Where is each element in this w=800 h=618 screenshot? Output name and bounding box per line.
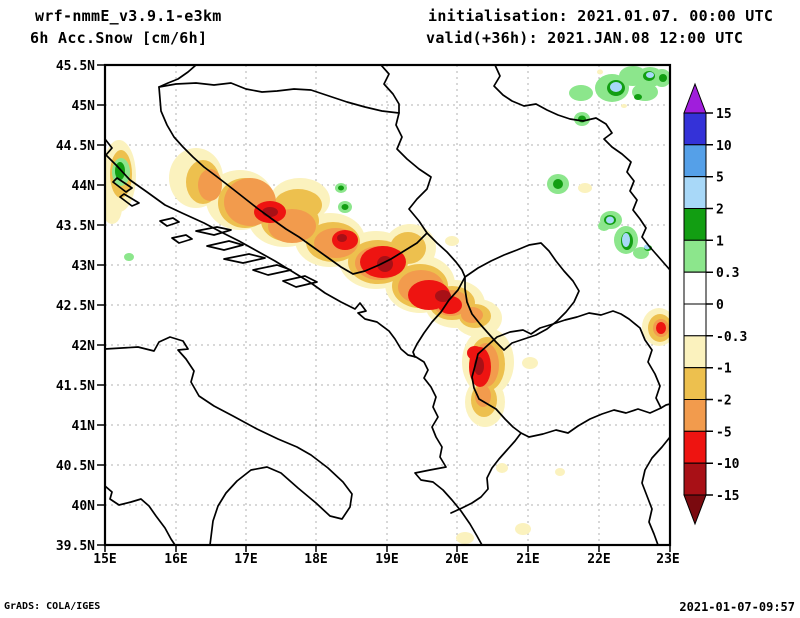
latitude-tick-label: 39.5N — [56, 539, 95, 554]
colorbar-tick-label: 5 — [716, 171, 724, 186]
colorbar-tick-label: 0.3 — [716, 266, 739, 281]
snow-shading-cream — [105, 69, 670, 544]
longitude-tick-label: 17E — [234, 552, 257, 567]
latitude-tick-label: 43N — [72, 259, 96, 274]
serbia-romania-bulgaria-border — [493, 65, 670, 271]
colorbar-tick-label: -2 — [716, 394, 732, 409]
longitude-ticks — [104, 545, 671, 552]
colorbar-segment — [683, 430, 707, 464]
latitude-tick-label: 44.5N — [56, 139, 95, 154]
colorbar-tick-label: 2 — [716, 203, 724, 218]
colorbar-segment — [683, 112, 707, 146]
italy-adriatic-coast — [105, 336, 353, 545]
colorbar-labels: 15 10 5 2 1 0.3 0 -0.3 -1 -2 -5 -10 -15 — [716, 107, 747, 504]
colorbar-segment — [683, 367, 707, 401]
latitude-tick-label: 42.5N — [56, 299, 95, 314]
grads-credit: GrADS: COLA/IGES — [4, 601, 100, 612]
latitude-tick-label: 42N — [72, 339, 96, 354]
latitude-tick-label: 41.5N — [56, 379, 95, 394]
plot-header: wrf-nmmE_v3.9.1-e3km 6h Acc.Snow [cm/6h]… — [30, 7, 773, 47]
latitude-tick-label: 43.5N — [56, 219, 95, 234]
greece-bulgaria-border — [660, 403, 670, 409]
latitude-ticks — [97, 64, 105, 546]
dalmatian-islands — [112, 177, 318, 288]
slovenia-croatia-border — [158, 65, 197, 88]
colorbar-segment — [683, 208, 707, 241]
longitude-gridlines — [175, 65, 600, 545]
latitude-tick-label: 40.5N — [56, 459, 95, 474]
model-title: wrf-nmmE_v3.9.1-e3km — [35, 7, 222, 25]
italy-west-coast — [105, 485, 176, 545]
colorbar-segment — [683, 144, 707, 178]
init-time-label: initialisation: 2021.01.07. 00:00 UTC — [428, 7, 773, 25]
coastlines — [105, 138, 670, 545]
bosnia-border — [158, 82, 432, 275]
colorbar-tick-label: -15 — [716, 489, 739, 504]
colorbar-tick-label: 0 — [716, 298, 724, 313]
latitude-tick-label: 45.5N — [56, 59, 95, 74]
colorbar: 15 10 5 2 1 0.3 0 -0.3 -1 -2 -5 -10 -15 — [683, 82, 747, 526]
longitude-tick-label: 21E — [516, 552, 539, 567]
croatia-serbia-border — [380, 65, 400, 114]
longitude-tick-label: 20E — [445, 552, 468, 567]
snow-shading-light-blue — [606, 72, 654, 250]
colorbar-bottom-arrow — [683, 494, 707, 526]
latitude-tick-label: 41N — [72, 419, 96, 434]
east-adriatic-coast — [105, 138, 483, 545]
albania-greece-border — [450, 432, 522, 514]
valid-time-label: valid(+36h): 2021.JAN.08 12:00 UTC — [426, 29, 743, 47]
colorbar-tick-label: 15 — [716, 107, 732, 122]
colorbar-tick-label: -10 — [716, 457, 740, 472]
colorbar-tick-label: -0.3 — [716, 330, 747, 345]
latitude-axis-labels: 45.5N 45N 44.5N 44N 43.5N 43N 42.5N 42N … — [56, 59, 95, 554]
plot-timestamp: 2021-01-07-09:57 — [679, 600, 795, 614]
colorbar-ticks — [706, 112, 713, 496]
longitude-tick-label: 23E — [656, 552, 679, 567]
colorbar-tick-label: 10 — [716, 139, 732, 154]
latitude-tick-label: 40N — [72, 499, 96, 514]
macedonia-border — [471, 310, 662, 438]
colorbar-segment — [683, 462, 707, 496]
longitude-tick-label: 15E — [93, 552, 116, 567]
colorbar-tick-label: -5 — [716, 425, 732, 440]
kosovo-border — [464, 242, 580, 351]
colorbar-top-arrow — [683, 82, 707, 114]
country-borders — [158, 65, 670, 514]
colorbar-segment — [683, 271, 707, 305]
colorbar-segment — [683, 239, 707, 273]
longitude-tick-label: 22E — [587, 552, 610, 567]
colorbar-tick-label: 1 — [716, 234, 724, 249]
colorbar-tick-label: -1 — [716, 362, 732, 377]
variable-title: 6h Acc.Snow [cm/6h] — [30, 29, 207, 47]
montenegro-borders — [412, 232, 466, 358]
greek-coast — [641, 436, 670, 545]
longitude-tick-label: 16E — [164, 552, 187, 567]
longitude-axis-labels: 15E 16E 17E 18E 19E 20E 21E 22E 23E — [93, 552, 679, 567]
latitude-tick-label: 45N — [72, 99, 96, 114]
colorbar-segment — [683, 176, 707, 209]
colorbar-segment — [683, 335, 707, 369]
longitude-tick-label: 18E — [304, 552, 327, 567]
colorbar-segment — [683, 399, 707, 432]
longitude-tick-label: 19E — [375, 552, 398, 567]
latitude-tick-label: 44N — [72, 179, 96, 194]
colorbar-segment — [683, 303, 707, 337]
